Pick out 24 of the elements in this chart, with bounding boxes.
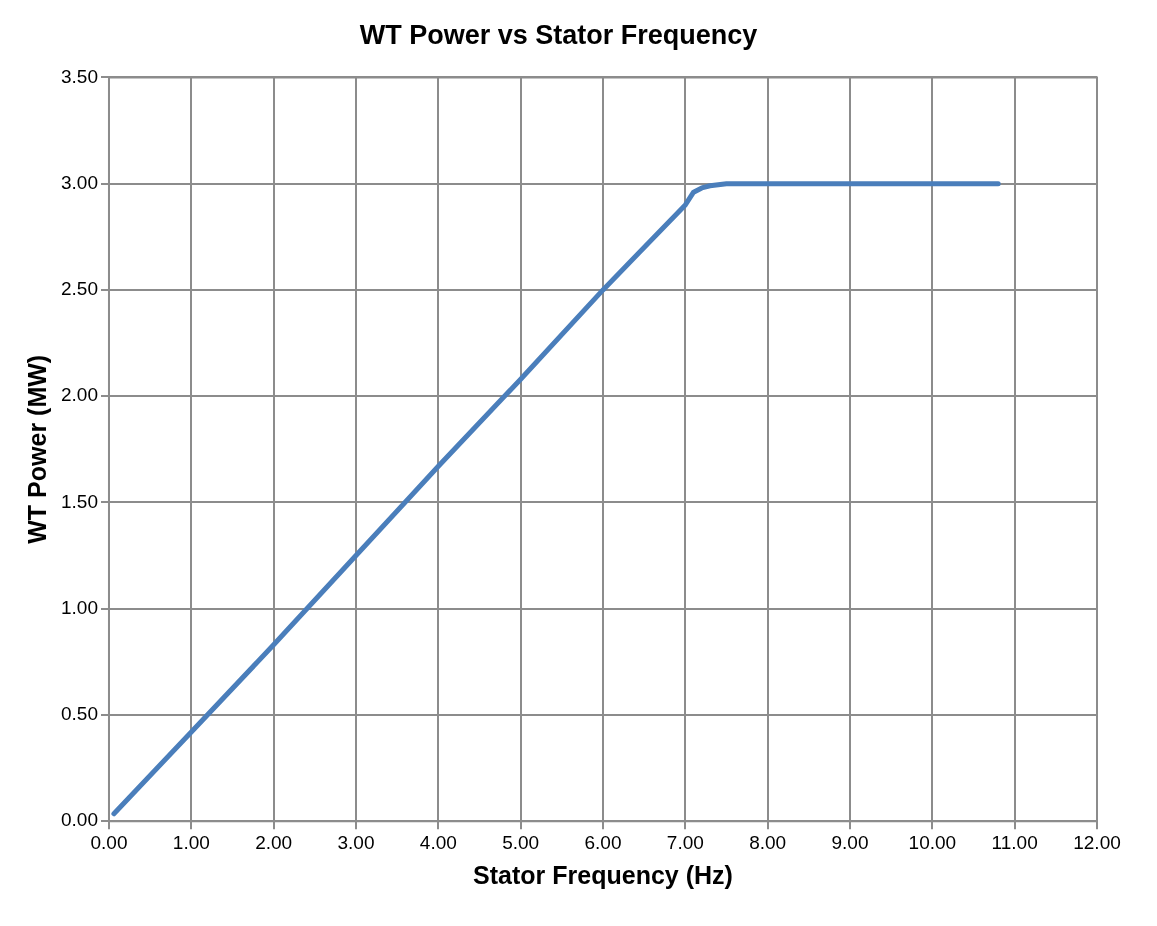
x-tick-label: 1.00 xyxy=(172,831,210,853)
x-tick-label: 2.00 xyxy=(255,831,293,853)
y-tick-label: 0.00 xyxy=(61,809,98,831)
x-tick-label: 9.00 xyxy=(831,831,869,853)
y-tick-label: 2.00 xyxy=(61,384,98,406)
x-tick-label: 4.00 xyxy=(419,831,457,853)
x-tick-label: 8.00 xyxy=(749,831,787,853)
x-tick-label: 3.00 xyxy=(337,831,375,853)
y-tick-label: 2.50 xyxy=(61,278,98,300)
y-tick-label: 3.50 xyxy=(61,65,98,87)
x-tick-label: 0.00 xyxy=(90,831,128,853)
y-axis-title: WT Power (MW) xyxy=(22,354,51,544)
y-tick-label: 3.00 xyxy=(61,171,98,193)
chart-title: WT Power vs Stator Frequency xyxy=(359,19,758,50)
y-tick-label: 0.50 xyxy=(61,703,98,725)
x-tick-label: 7.00 xyxy=(666,831,704,853)
x-tick-label: 5.00 xyxy=(502,831,540,853)
y-tick-label: 1.50 xyxy=(61,490,98,512)
x-tick-label: 12.00 xyxy=(1073,831,1121,853)
x-axis-title: Stator Frequency (Hz) xyxy=(473,860,733,889)
x-tick-label: 10.00 xyxy=(908,831,957,853)
y-tick-label: 1.00 xyxy=(61,596,98,618)
x-tick-label: 6.00 xyxy=(584,831,622,853)
x-tick-label: 11.00 xyxy=(991,831,1038,853)
